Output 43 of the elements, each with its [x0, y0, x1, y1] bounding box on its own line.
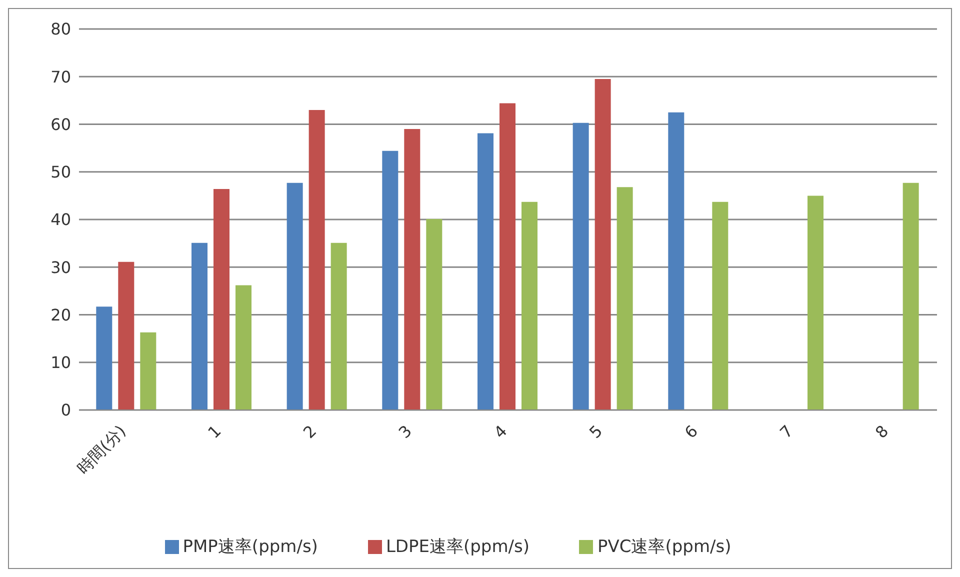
- y-tick-label: 40: [50, 210, 71, 230]
- bar: [807, 196, 824, 410]
- x-tick-label: 7: [776, 421, 797, 442]
- y-tick-label: 70: [50, 67, 71, 86]
- y-tick-label: 10: [50, 353, 71, 372]
- bar: [330, 242, 347, 410]
- x-tick-label: 時間(分): [73, 421, 130, 478]
- x-tick-label: 1: [204, 421, 225, 442]
- bar: [140, 332, 156, 410]
- bar: [308, 110, 325, 410]
- bar: [902, 182, 919, 410]
- bar: [96, 306, 112, 410]
- x-tick-label: 6: [680, 421, 702, 442]
- bar: [477, 133, 494, 410]
- y-tick-label: 20: [50, 305, 71, 324]
- bar: [118, 262, 134, 410]
- bar: [404, 129, 420, 410]
- bar: [235, 285, 252, 410]
- bar: [499, 103, 516, 410]
- legend-label: PVC速率(ppm/s): [597, 537, 732, 557]
- bar: [382, 150, 398, 410]
- bar: [426, 219, 442, 410]
- y-tick-label: 50: [50, 162, 71, 182]
- legend-label: LDPE速率(ppm/s): [386, 537, 530, 557]
- bar: [286, 182, 303, 410]
- y-tick-label: 0: [60, 400, 71, 420]
- bar: [213, 189, 230, 410]
- legend-label: PMP速率(ppm/s): [182, 537, 318, 557]
- bar: [594, 79, 611, 410]
- y-tick-label: 80: [50, 20, 71, 39]
- bar: [616, 187, 633, 410]
- bar: [712, 202, 728, 410]
- x-tick-label: 5: [586, 421, 606, 442]
- x-tick-label: 4: [490, 421, 511, 442]
- bar: [668, 112, 684, 410]
- x-tick-label: 2: [300, 421, 320, 442]
- bar: [521, 202, 538, 410]
- y-tick-label: 30: [50, 258, 71, 277]
- x-tick-label: 8: [872, 421, 892, 442]
- bar: [191, 242, 208, 410]
- x-tick-label: 3: [394, 421, 416, 442]
- y-tick-label: 60: [50, 114, 71, 134]
- bar: [572, 122, 589, 410]
